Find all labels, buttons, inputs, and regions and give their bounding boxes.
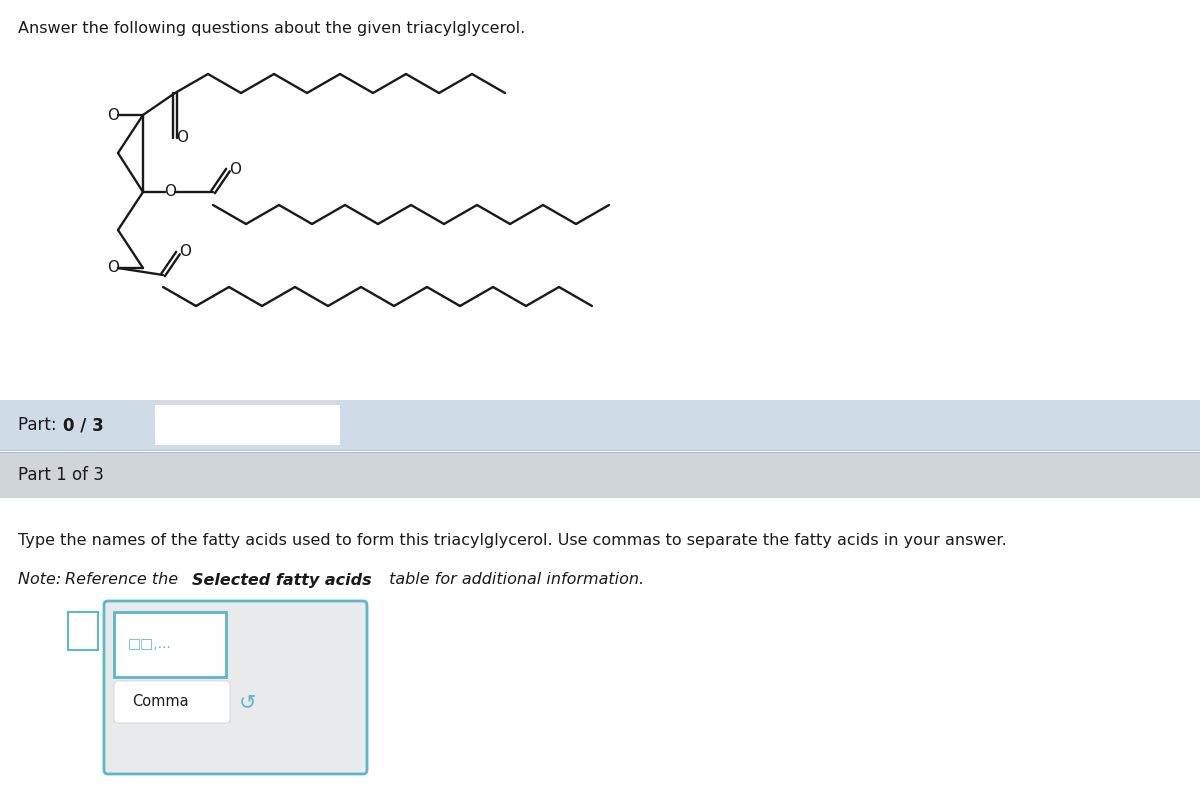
Text: Reference the: Reference the (65, 572, 184, 588)
Text: O: O (107, 260, 119, 275)
Text: Answer the following questions about the given triacylglycerol.: Answer the following questions about the… (18, 20, 526, 35)
Text: O: O (107, 108, 119, 123)
FancyBboxPatch shape (114, 681, 230, 723)
FancyBboxPatch shape (104, 601, 367, 774)
Text: Selected fatty acids: Selected fatty acids (192, 572, 372, 588)
Text: 0 / 3: 0 / 3 (64, 416, 103, 434)
Bar (0, 400, 1200, 450)
Text: Comma: Comma (132, 694, 188, 710)
Bar (155, 405, 340, 445)
Text: Part:: Part: (18, 416, 62, 434)
FancyBboxPatch shape (114, 612, 226, 677)
Text: ↺: ↺ (239, 692, 257, 712)
Text: table for additional information.: table for additional information. (384, 572, 644, 588)
Bar (0, 452, 1200, 498)
Text: Part 1 of 3: Part 1 of 3 (18, 466, 104, 484)
Text: O: O (179, 245, 191, 260)
Text: Note:: Note: (18, 572, 66, 588)
Text: □□,...: □□,... (128, 637, 172, 651)
Text: O: O (164, 184, 176, 199)
Text: O: O (176, 131, 188, 146)
FancyBboxPatch shape (68, 612, 98, 650)
Text: Type the names of the fatty acids used to form this triacylglycerol. Use commas : Type the names of the fatty acids used t… (18, 533, 1007, 548)
Text: O: O (229, 161, 241, 176)
